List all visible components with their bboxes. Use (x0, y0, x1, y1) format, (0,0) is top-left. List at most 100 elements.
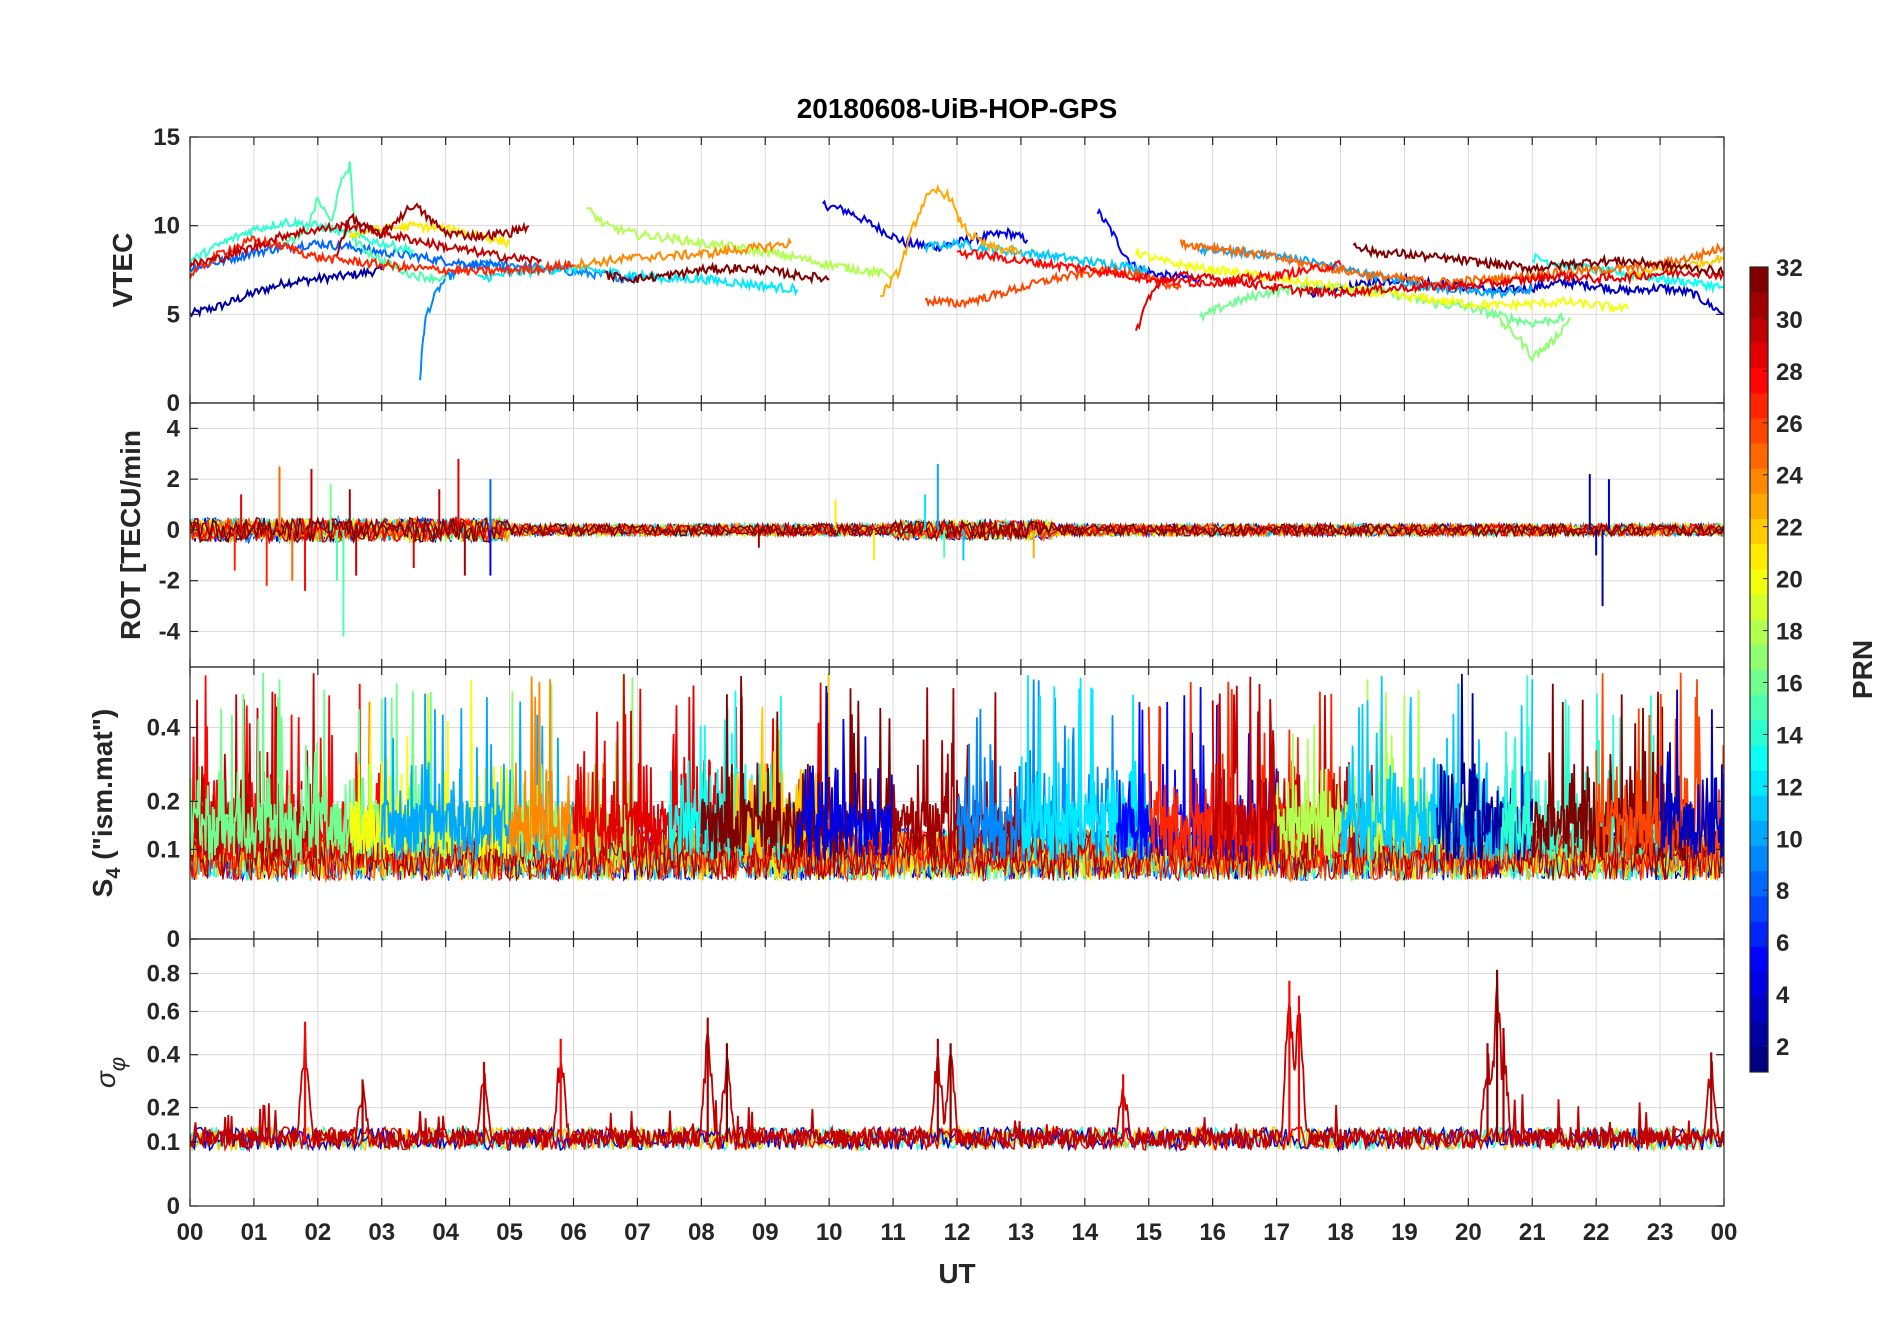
y-tick-label: 0.1 (147, 836, 180, 863)
colorbar-segment (1750, 367, 1768, 394)
colorbar-tick-label: 2 (1776, 1034, 1789, 1061)
vtec-series-prn-15 (284, 161, 447, 286)
colorbar-segment (1750, 543, 1768, 570)
x-tick-label: 22 (1583, 1219, 1610, 1246)
panel-sigma_phi: 0 0.1 0.2 0.4 0.6 0.8 σφ (90, 938, 1725, 1220)
colorbar-segment (1750, 619, 1768, 645)
panel-s4: 0 0.1 0.2 0.4 S4 ("ism.mat") (87, 666, 1725, 953)
x-tick-label: 20 (1455, 1219, 1482, 1246)
x-tick-label: 16 (1199, 1219, 1226, 1246)
colorbar-tick-label: 8 (1776, 878, 1789, 905)
colorbar-tick-label: 22 (1776, 515, 1803, 542)
rot-series-prn-29 (190, 515, 1724, 544)
colorbar-segment (1750, 417, 1768, 444)
colorbar-segment (1750, 770, 1768, 796)
colorbar-segment (1750, 870, 1768, 897)
x-tick-label: 23 (1647, 1219, 1674, 1246)
y-tick-label: 0.8 (147, 960, 180, 987)
vtec-series-prn-12 (477, 260, 799, 297)
rot-series-prn-32 (190, 516, 1724, 544)
y-tick-label: -4 (159, 618, 181, 645)
colorbar-segment (1750, 719, 1768, 746)
x-tick-label: 00 (1711, 1219, 1738, 1246)
colorbar-segment (1750, 820, 1768, 847)
vtec-series-prn-31 (336, 202, 530, 256)
x-tick-label: 12 (944, 1219, 971, 1246)
vtec-series-prn-27 (190, 234, 575, 280)
x-tick-label: 17 (1263, 1219, 1290, 1246)
colorbar-tick-label: 28 (1776, 359, 1803, 386)
y-tick-label: 5 (167, 301, 180, 328)
colorbar-tick-label: 4 (1776, 982, 1790, 1009)
vtec-series-prn-17 (1499, 317, 1572, 364)
s4-series-prn-4 (796, 685, 894, 861)
y-tick-label: 0 (167, 1193, 180, 1220)
colorbar-segment (1750, 694, 1768, 721)
y-tick-label: 0.1 (147, 1129, 180, 1156)
vtec-series-prn-21 (348, 219, 511, 250)
y-tick-label: 2 (167, 466, 180, 493)
colorbar-segment (1750, 644, 1768, 670)
colorbar-segment (1750, 267, 1768, 293)
x-tick-label: 05 (496, 1219, 523, 1246)
x-tick-label: 18 (1327, 1219, 1354, 1246)
vtec-series-prn-23 (879, 183, 1022, 298)
y-axis-label: VTEC (107, 233, 138, 308)
colorbar-segment (1750, 493, 1768, 520)
y-tick-label: 0.4 (147, 1042, 181, 1069)
colorbar-segment (1750, 795, 1768, 821)
colorbar-segment (1750, 317, 1768, 343)
vtec-series-prn-9 (419, 257, 638, 381)
colorbar-segment (1750, 292, 1768, 318)
colorbar-segment (1750, 971, 1768, 998)
y-tick-label: 10 (153, 213, 180, 240)
y-tick-label: 0.4 (147, 714, 181, 741)
x-tick-label: 13 (1008, 1219, 1035, 1246)
colorbar-segment (1750, 921, 1768, 947)
y-axis-label: S4 ("ism.mat") (87, 709, 125, 898)
vtec-series-prn-3 (1307, 272, 1724, 316)
y-axis-label: σφ (90, 1057, 130, 1088)
vtec-series-prn-28 (956, 248, 1342, 289)
colorbar-box (1749, 266, 1769, 1073)
x-tick-label: 03 (368, 1219, 395, 1246)
x-tick-label: 01 (241, 1219, 268, 1246)
chart-title: 20180608-UiB-HOP-GPS (797, 93, 1118, 124)
colorbar-segment (1750, 342, 1768, 369)
colorbar-segment (1750, 744, 1768, 771)
colorbar-tick-label: 20 (1776, 567, 1803, 594)
vtec-series-prn-32 (1352, 241, 1724, 277)
colorbar-tick-label: 6 (1776, 930, 1789, 957)
y-tick-label: 0.2 (147, 788, 180, 815)
panel-vtec: 0 5 10 15 VTEC (107, 124, 1725, 417)
y-tick-label: 4 (167, 415, 181, 442)
x-tick-label: 02 (304, 1219, 331, 1246)
x-tick-label: 07 (624, 1219, 651, 1246)
y-tick-label: 0 (167, 517, 180, 544)
x-tick-label: 09 (752, 1219, 779, 1246)
colorbar-tick-label: 26 (1776, 411, 1803, 438)
x-tick-label: 10 (816, 1219, 843, 1246)
sigma-series-main (190, 980, 1724, 1152)
colorbar-tick-label: 10 (1776, 826, 1803, 853)
y-tick-label: 0.6 (147, 998, 180, 1025)
colorbar-tick-label: 32 (1776, 255, 1803, 282)
colorbar-tick-label: 24 (1776, 463, 1803, 490)
vtec-series-prn-32 (605, 261, 830, 285)
y-tick-label: 0.2 (147, 1095, 180, 1122)
series-group (190, 969, 1724, 1153)
colorbar-segment (1750, 895, 1768, 922)
vtec-series-prn-29 (1135, 266, 1724, 331)
x-axis-label: UT (938, 1258, 975, 1289)
s4-series-prn-24 (508, 676, 607, 862)
colorbar-segment (1750, 1021, 1768, 1048)
vtec-series-prn-25 (1179, 239, 1724, 289)
x-tick-label: 08 (688, 1219, 715, 1246)
colorbar-segment (1750, 594, 1768, 620)
vtec-series-prn-8 (190, 238, 511, 275)
colorbar-segment (1750, 996, 1768, 1023)
vtec-series-prn-11 (924, 237, 1149, 277)
